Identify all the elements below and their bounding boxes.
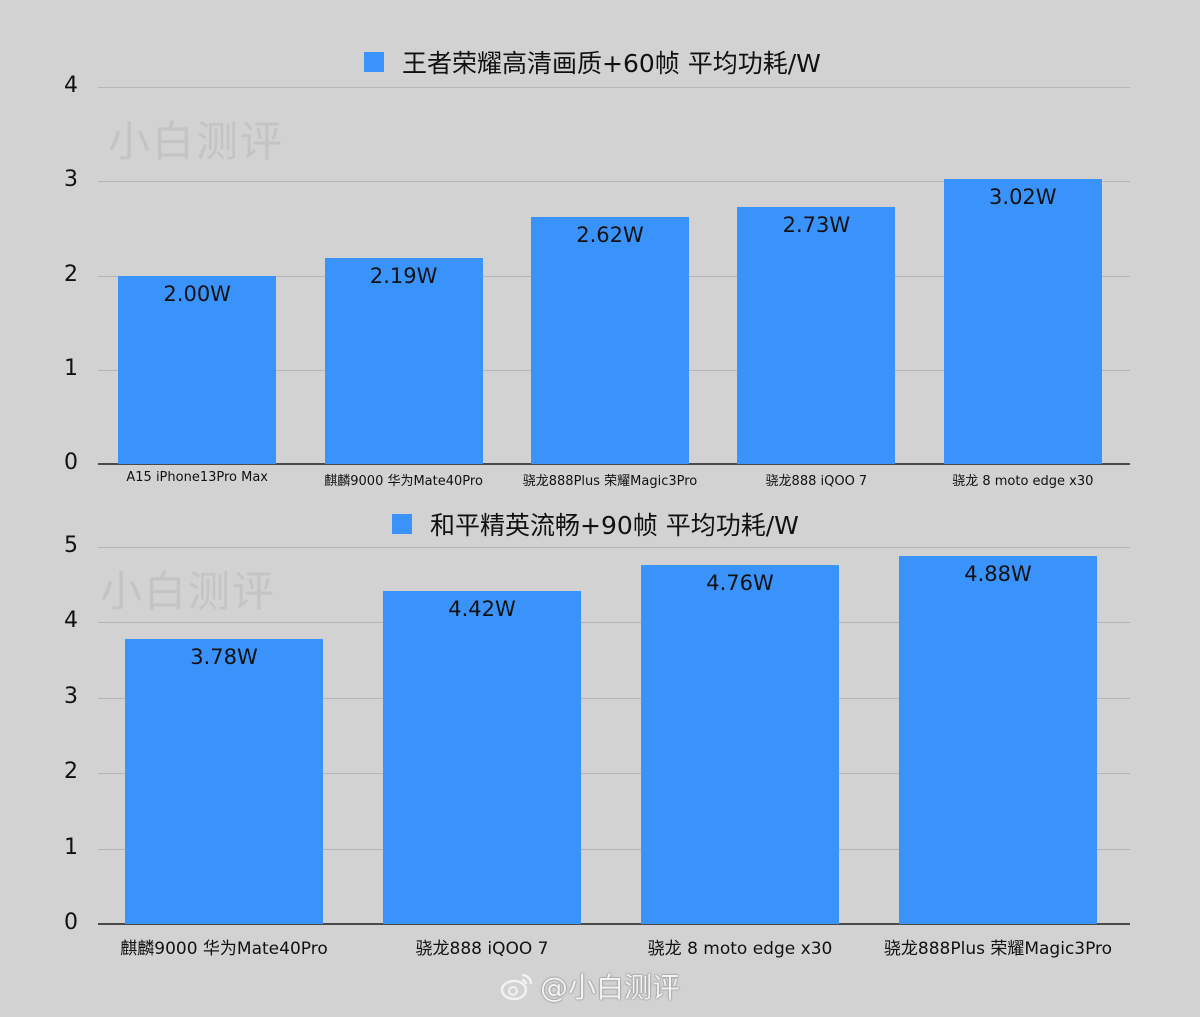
bar: 2.62W (531, 217, 689, 464)
bar-value-label: 4.42W (448, 596, 516, 621)
bar-value-label: 4.76W (706, 571, 774, 596)
x-tick-label: 骁龙888Plus 荣耀Magic3Pro (883, 939, 1113, 959)
bar: 4.76W (641, 565, 839, 924)
watermark: 小白测评 (108, 117, 285, 166)
y-tick-label: 3 (64, 683, 78, 709)
y-tick-label: 4 (64, 608, 78, 634)
footer-credit: @小白测评 (500, 966, 680, 1006)
gridline (98, 87, 1130, 88)
bar-value-label: 4.88W (964, 562, 1032, 587)
gridline (98, 773, 1130, 775)
x-tick-label: A15 iPhone13Pro Max (126, 470, 268, 485)
bar-value-label: 3.02W (989, 185, 1057, 210)
bar: 4.42W (383, 590, 581, 924)
y-tick-label: 2 (64, 759, 78, 785)
y-tick-label: 3 (64, 167, 78, 193)
x-tick-label: 骁龙888 iQOO 7 (765, 474, 868, 489)
x-tick-label: 骁龙 8 moto edge x30 (647, 939, 833, 959)
y-tick-label: 0 (64, 450, 78, 475)
y-tick-label: 4 (64, 73, 78, 98)
x-axis-line (98, 923, 1130, 925)
gridline (98, 547, 1130, 548)
gridline (98, 181, 1130, 183)
x-tick-label: 骁龙888 iQOO 7 (415, 939, 549, 959)
bar: 2.73W (737, 206, 896, 464)
bar-value-label: 2.73W (782, 212, 851, 237)
legend: 王者荣耀高清画质+60帧 平均功耗/W (364, 44, 821, 80)
legend-swatch (392, 514, 412, 534)
gridline (98, 697, 1130, 699)
y-tick-label: 0 (64, 910, 78, 935)
x-tick-label: 麒麟9000 华为Mate40Pro (324, 474, 483, 489)
x-axis-line (98, 463, 1130, 465)
bar-value-label: 2.00W (163, 281, 231, 306)
x-tick-label: 麒麟9000 华为Mate40Pro (120, 939, 328, 959)
y-tick-label: 1 (64, 355, 78, 381)
bar: 3.78W (125, 638, 323, 924)
footer-text: @小白测评 (540, 971, 681, 1004)
y-tick-label: 2 (64, 261, 78, 287)
x-tick-label: 骁龙 8 moto edge x30 (952, 474, 1094, 489)
y-tick-label: 1 (64, 834, 78, 860)
bar-value-label: 2.19W (369, 263, 438, 288)
bar: 2.19W (324, 257, 483, 464)
watermark: 小白测评 (100, 567, 277, 616)
legend: 和平精英流畅+90帧 平均功耗/W (392, 506, 799, 542)
bar: 2.00W (118, 275, 277, 464)
bar: 4.88W (899, 556, 1097, 924)
bar-value-label: 3.78W (190, 644, 258, 669)
legend-swatch (364, 52, 384, 72)
legend-label: 和平精英流畅+90帧 平均功耗/W (430, 511, 799, 540)
x-tick-label: 骁龙888Plus 荣耀Magic3Pro (522, 474, 698, 489)
gridline (98, 848, 1130, 850)
y-tick-label: 5 (64, 533, 78, 558)
bar-value-label: 2.62W (576, 223, 644, 248)
weibo-icon (500, 973, 533, 1001)
legend-label: 王者荣耀高清画质+60帧 平均功耗/W (402, 49, 821, 78)
gridline (98, 622, 1130, 624)
bar: 3.02W (943, 179, 1102, 464)
